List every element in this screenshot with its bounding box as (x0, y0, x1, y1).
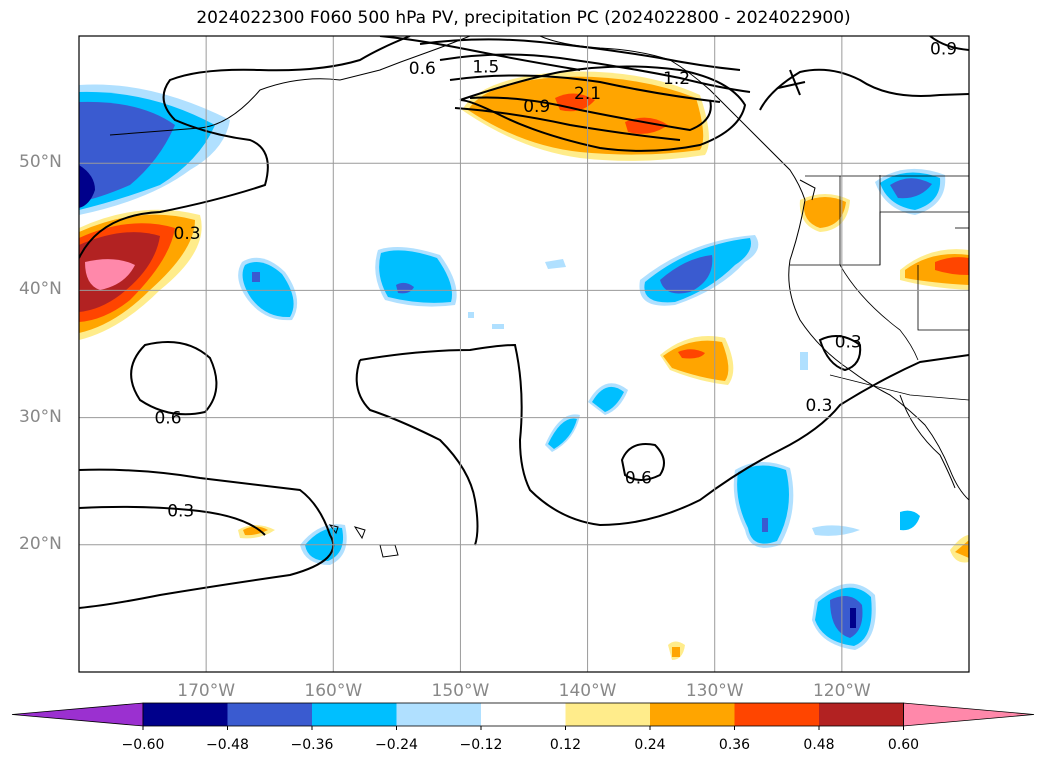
colorbar-segment (481, 703, 566, 726)
pv-contour-label: 0.3 (174, 224, 201, 244)
lon-tick-label: 170°W (177, 681, 236, 701)
lat-tick-label: 50°N (19, 152, 62, 173)
colorbar-segment (396, 703, 482, 726)
pv-contour-label: 0.3 (805, 396, 832, 416)
lon-tick-label: 160°W (304, 681, 363, 701)
pv-contour-label: 0.3 (835, 332, 862, 352)
pv-contour-label: 0.3 (167, 501, 194, 521)
colorbar-tick-label: 0.60 (887, 737, 920, 753)
colorbar-tick-label: −0.36 (290, 737, 334, 753)
colorbar-tick-label: −0.24 (375, 737, 418, 753)
lat-tick-label: 30°N (19, 406, 62, 427)
lat-tick-label: 20°N (19, 533, 62, 554)
colorbar (11, 702, 1035, 730)
pv-contours (79, 36, 969, 609)
colorbar-segment (312, 703, 397, 726)
colorbar-segment (734, 703, 820, 726)
colorbar-frame (142, 702, 904, 727)
colorbar-tick-label: 0.12 (549, 737, 582, 753)
colorbar-tick-label: −0.48 (206, 737, 249, 753)
colorbar-segment (143, 703, 228, 726)
colorbar-segment (227, 703, 313, 726)
lon-tick-label: 130°W (685, 681, 744, 701)
colorbar-tick-label: −0.12 (459, 737, 503, 753)
lon-tick-label: 140°W (558, 681, 617, 701)
pv-contour-label: 0.9 (523, 97, 550, 117)
colorbar-segment (565, 703, 651, 726)
pv-contour-label: 0.6 (154, 409, 181, 429)
pv-contour-label: 0.9 (930, 40, 957, 60)
colorbar-tick-label: −0.60 (121, 737, 165, 753)
lon-tick-label: 120°W (812, 681, 871, 701)
pv-contour-label: 1.5 (472, 58, 499, 78)
colorbar-segment (650, 703, 735, 726)
pv-contour-label: 2.1 (574, 84, 601, 104)
graticule (79, 36, 969, 672)
map-title: 2024022300 F060 500 hPa PV, precipitatio… (196, 8, 851, 28)
colorbar-tick-label: 0.48 (803, 737, 835, 753)
colorbar-extend-low (11, 702, 144, 727)
pv-contour-label: 1.2 (663, 69, 690, 89)
colorbar-tick-label: 0.36 (718, 737, 751, 753)
colorbar-extend-high (903, 702, 1035, 727)
map-frame (78, 35, 970, 673)
colorbar-tick-label: 0.24 (634, 737, 666, 753)
pv-contour-labels: 0.6 0.3 0.3 0.6 0.3 0.3 0.6 1.5 0.9 2.1 1.2 0.9 (154, 40, 957, 522)
pv-contour-label: 0.6 (409, 59, 436, 79)
lat-tick-label: 40°N (19, 279, 62, 300)
pv-contour-label: 0.6 (625, 468, 652, 488)
lon-tick-label: 150°W (431, 681, 490, 701)
colorbar-segment (819, 703, 904, 726)
